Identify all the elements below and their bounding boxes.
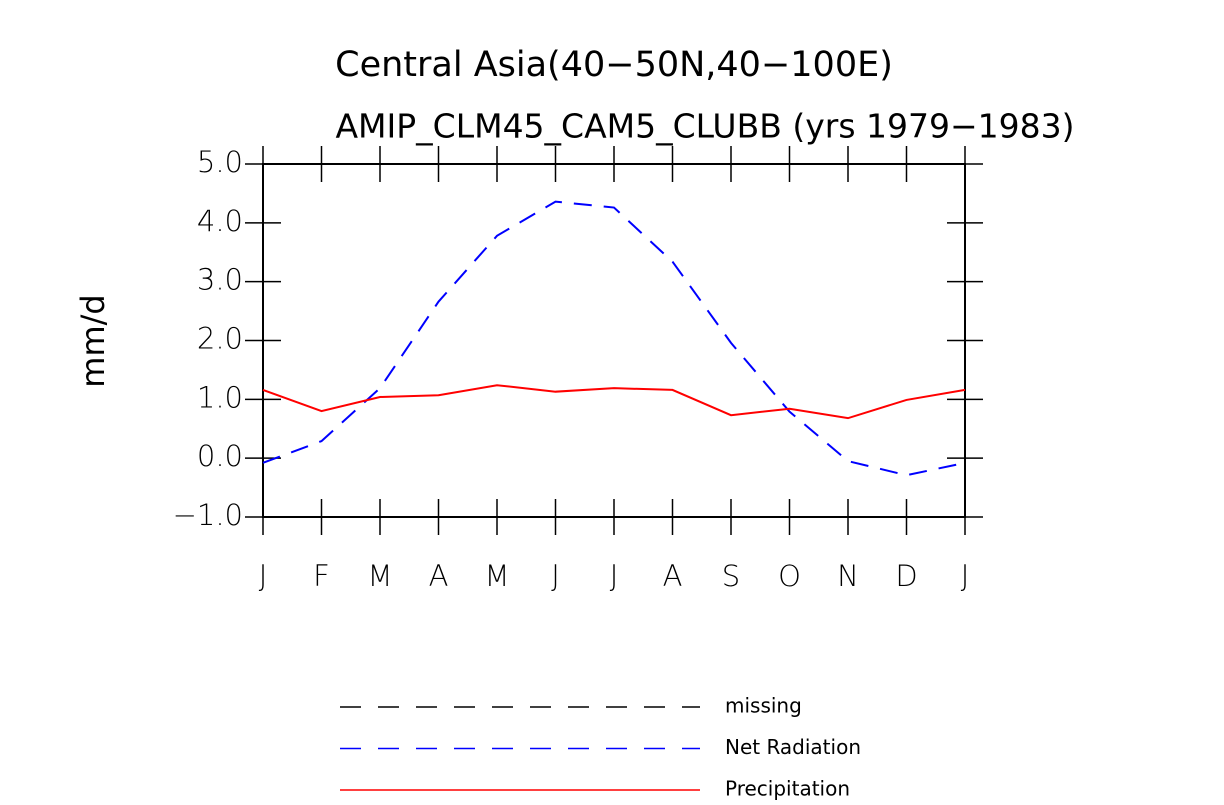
series-line	[262, 384, 966, 420]
y-tick-label: 1.0	[197, 380, 243, 414]
legend-label: Precipitation	[725, 777, 850, 801]
x-tick-label: S	[722, 559, 740, 593]
y-tick-label: 5.0	[197, 145, 243, 179]
x-tick-label: A	[663, 559, 683, 593]
x-tick-label: J	[961, 559, 970, 593]
y-tick-label: 0.0	[197, 439, 243, 473]
legend-label: missing	[725, 694, 802, 718]
y-tick-label: 4.0	[197, 204, 243, 238]
legend-label: Net Radiation	[725, 735, 861, 759]
y-tick-label: −1.0	[173, 498, 243, 532]
x-tick-label: M	[367, 559, 392, 593]
x-tick-label: N	[837, 559, 859, 593]
x-tick-label: D	[895, 559, 917, 593]
x-tick-label: A	[429, 559, 449, 593]
x-tick-label: O	[778, 559, 801, 593]
y-tick-label: 3.0	[197, 263, 243, 297]
chart-subtitle: AMIP_CLM45_CAM5_CLUBB (yrs 1979−1983)	[335, 107, 1074, 146]
chart-title: Central Asia(40−50N,40−100E)	[335, 45, 893, 85]
x-tick-label: F	[313, 559, 330, 593]
series-line	[262, 200, 966, 477]
x-tick-label: J	[610, 559, 619, 593]
x-tick-label: J	[259, 559, 268, 593]
y-tick-label: 2.0	[197, 322, 243, 356]
x-tick-label: M	[484, 559, 509, 593]
y-axis-label: mm/d	[74, 294, 112, 387]
x-tick-label: J	[551, 559, 560, 593]
